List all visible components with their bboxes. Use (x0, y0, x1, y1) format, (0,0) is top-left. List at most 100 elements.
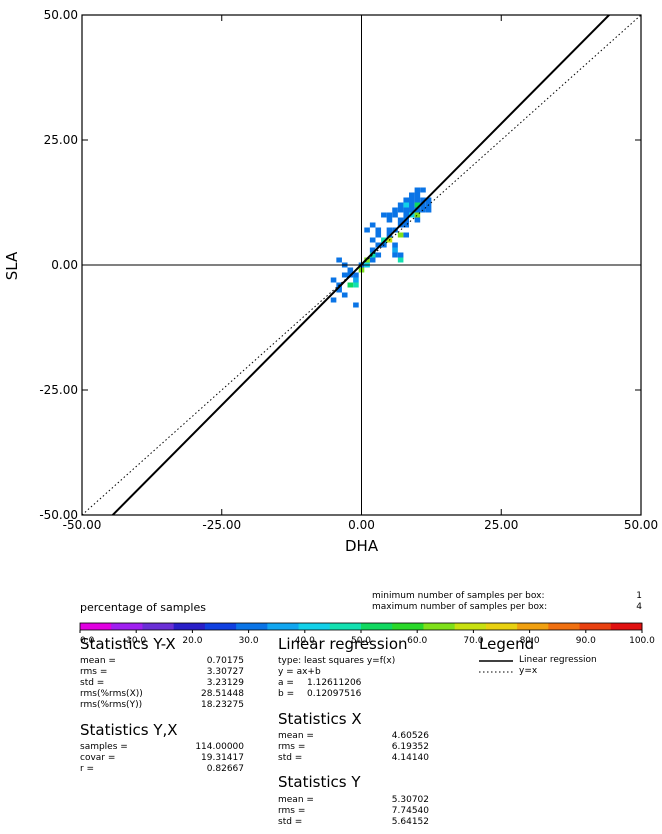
colorbar-tick-label: 10.0 (126, 636, 146, 646)
regression-title: Linear regression (278, 635, 408, 653)
min-samples-label: minimum number of samples per box: (372, 591, 545, 601)
x-tick-label: -25.00 (202, 518, 241, 532)
stat-key: rms(%rms(Y)) (80, 700, 143, 710)
colorbar-tick-label: 80.0 (520, 636, 540, 646)
legend-item-identity: y=x (519, 666, 538, 676)
colorbar-segment (361, 623, 393, 630)
stats-y-title: Statistics Y (278, 773, 361, 791)
density-cell (414, 202, 421, 208)
density-cell (392, 207, 398, 213)
density-cell (397, 257, 404, 263)
density-cell (386, 212, 393, 218)
colorbar-tick-label: 100.0 (629, 636, 655, 646)
colorbar-tick-label: 20.0 (182, 636, 202, 646)
colorbar-segment (610, 623, 643, 630)
y-tick-label: 50.00 (44, 8, 78, 22)
colorbar-tick-label: 0.0 (80, 636, 95, 646)
regression-a-key: a = (278, 678, 294, 688)
colorbar-segment (548, 623, 581, 630)
colorbar-segment (579, 623, 612, 630)
x-tick-label: 0.00 (348, 518, 375, 532)
colorbar-segment (329, 623, 362, 630)
colorbar-segment (80, 623, 112, 630)
colorbar-segment (267, 623, 300, 630)
colorbar-tick-label: 40.0 (295, 636, 315, 646)
density-cell (420, 202, 426, 208)
density-cell (364, 227, 370, 233)
stat-value: 5.64152 (391, 817, 429, 827)
stats-x-title: Statistics X (278, 710, 362, 728)
y-tick-label: 0.00 (51, 258, 78, 272)
y-tick-label: -25.00 (39, 383, 78, 397)
density-cell (414, 187, 421, 193)
density-cell (397, 207, 404, 213)
density-cell (336, 257, 342, 263)
colorbar-tick-label: 50.0 (351, 636, 371, 646)
density-cell (330, 297, 337, 303)
density-cell (369, 247, 376, 253)
density-cell (392, 252, 398, 258)
density-cell (381, 212, 387, 218)
density-cell (347, 267, 354, 273)
stats-yx-title: Statistics Y-X (80, 635, 176, 653)
regression-formula: y = ax+b (278, 667, 321, 677)
density-cell (353, 277, 359, 283)
stat-key: mean = (278, 731, 314, 741)
colorbar-segment (392, 623, 424, 630)
x-tick-label: 50.00 (624, 518, 658, 532)
density-cell (392, 242, 398, 248)
density-cell (386, 227, 393, 233)
density-cell (403, 202, 410, 208)
colorbar-segment (204, 623, 237, 630)
colorbar-segment (485, 623, 518, 630)
density-cell (392, 212, 398, 218)
stat-key: covar = (80, 753, 116, 763)
density-cell (375, 252, 382, 258)
legend-lines (479, 660, 513, 673)
stat-value: 3.23129 (206, 678, 244, 688)
density-cell (420, 187, 426, 193)
colorbar-segment (423, 623, 456, 630)
stat-value: 4.60526 (391, 731, 429, 741)
density-cell (414, 192, 421, 198)
colorbar-tick-label: 30.0 (239, 636, 259, 646)
max-samples-label: maximum number of samples per box: (372, 602, 548, 612)
min-samples-value: 1 (636, 591, 642, 601)
stat-key: rms(%rms(X)) (80, 689, 143, 699)
stat-value: 19.31417 (201, 753, 244, 763)
density-cell (403, 207, 410, 213)
stat-key: std = (80, 678, 105, 688)
density-cell (353, 272, 359, 278)
density-cell (369, 237, 376, 243)
legend-item-regression: Linear regression (519, 655, 597, 665)
density-cell (397, 202, 404, 208)
density-cell (414, 207, 421, 213)
density-cell (409, 197, 415, 203)
stat-value: 114.00000 (195, 742, 244, 752)
stat-value: 5.30702 (391, 795, 429, 805)
colorbar-tick-label: 60.0 (407, 636, 427, 646)
axes (81, 14, 642, 516)
stat-value: 7.74540 (391, 806, 429, 816)
density-cell (397, 232, 404, 238)
density-cell (409, 202, 415, 208)
density-cell (369, 222, 376, 228)
density-cell (353, 302, 359, 308)
stat-key: samples = (80, 742, 128, 752)
density-cell (375, 227, 382, 233)
density-cell (403, 197, 410, 203)
y-tick-label: -50.00 (39, 508, 78, 522)
density-cell (409, 192, 415, 198)
stat-value: 0.70175 (206, 656, 244, 666)
density-cell (403, 232, 410, 238)
stat-value: 4.14140 (391, 753, 429, 763)
stat-key: rms = (278, 742, 306, 752)
stat-value: 18.23275 (201, 700, 244, 710)
stat-value: 0.82667 (206, 764, 244, 774)
density-cell (425, 207, 432, 213)
stat-key: std = (278, 817, 303, 827)
density-cell (381, 237, 387, 243)
colorbar-segment (142, 623, 175, 630)
regression-type: type: least squares y=f(x) (278, 656, 396, 666)
